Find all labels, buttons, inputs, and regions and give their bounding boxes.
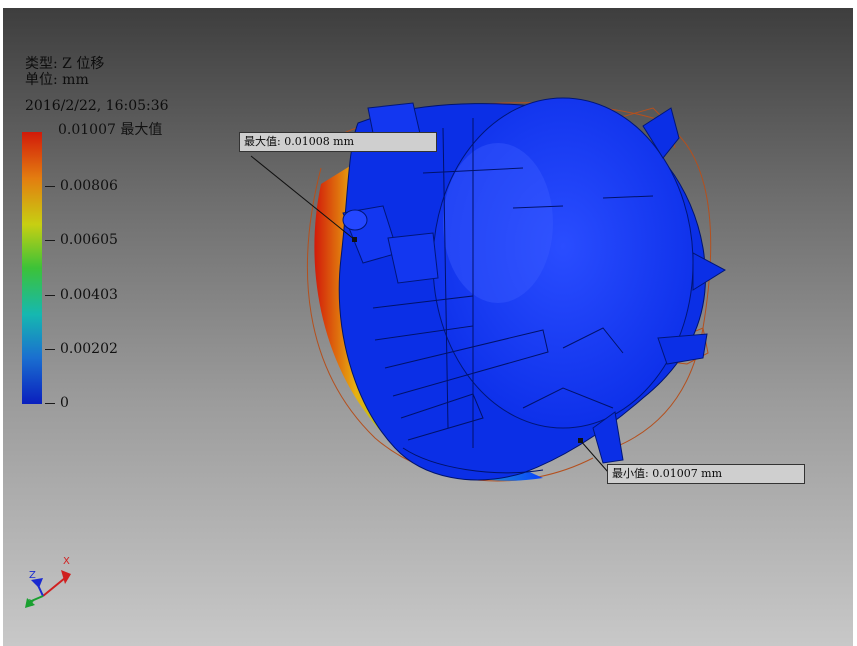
legend-tick-4: 0.00202 — [60, 341, 118, 357]
legend-color-bar — [22, 132, 42, 404]
graphics-viewport[interactable]: 类型: Z 位移 单位: mm 2016/2/22, 16:05:36 0.01… — [3, 8, 853, 646]
legend-max-suffix: 最大值 — [120, 122, 163, 138]
axis-z-label: Z — [29, 570, 36, 581]
unit-label: 单位: mm — [25, 72, 89, 88]
legend-tick-1: 0.00806 — [60, 178, 118, 194]
legend-tick-2: 0.00605 — [60, 232, 118, 248]
model-body — [314, 97, 726, 481]
min-marker — [578, 438, 583, 443]
legend-tick-5: 0 — [60, 395, 69, 411]
min-leader-line — [579, 439, 609, 473]
legend-max-label: 0.01007 最大值 — [58, 119, 162, 139]
timestamp: 2016/2/22, 16:05:36 — [25, 98, 169, 114]
max-leader-line — [250, 155, 356, 241]
model-view[interactable] — [3, 8, 853, 646]
legend-max-value: 0.01007 — [58, 122, 116, 138]
max-marker — [352, 237, 357, 242]
min-value-callout[interactable]: 最小值: 0.01007 mm — [607, 464, 805, 484]
result-type-label: 类型: Z 位移 — [25, 56, 105, 72]
axis-y-label: Y — [29, 598, 36, 609]
legend-tick-3: 0.00403 — [60, 287, 118, 303]
axis-x-label: X — [63, 556, 70, 567]
axis-triad — [25, 570, 71, 608]
max-value-callout[interactable]: 最大值: 0.01008 mm — [239, 132, 437, 152]
